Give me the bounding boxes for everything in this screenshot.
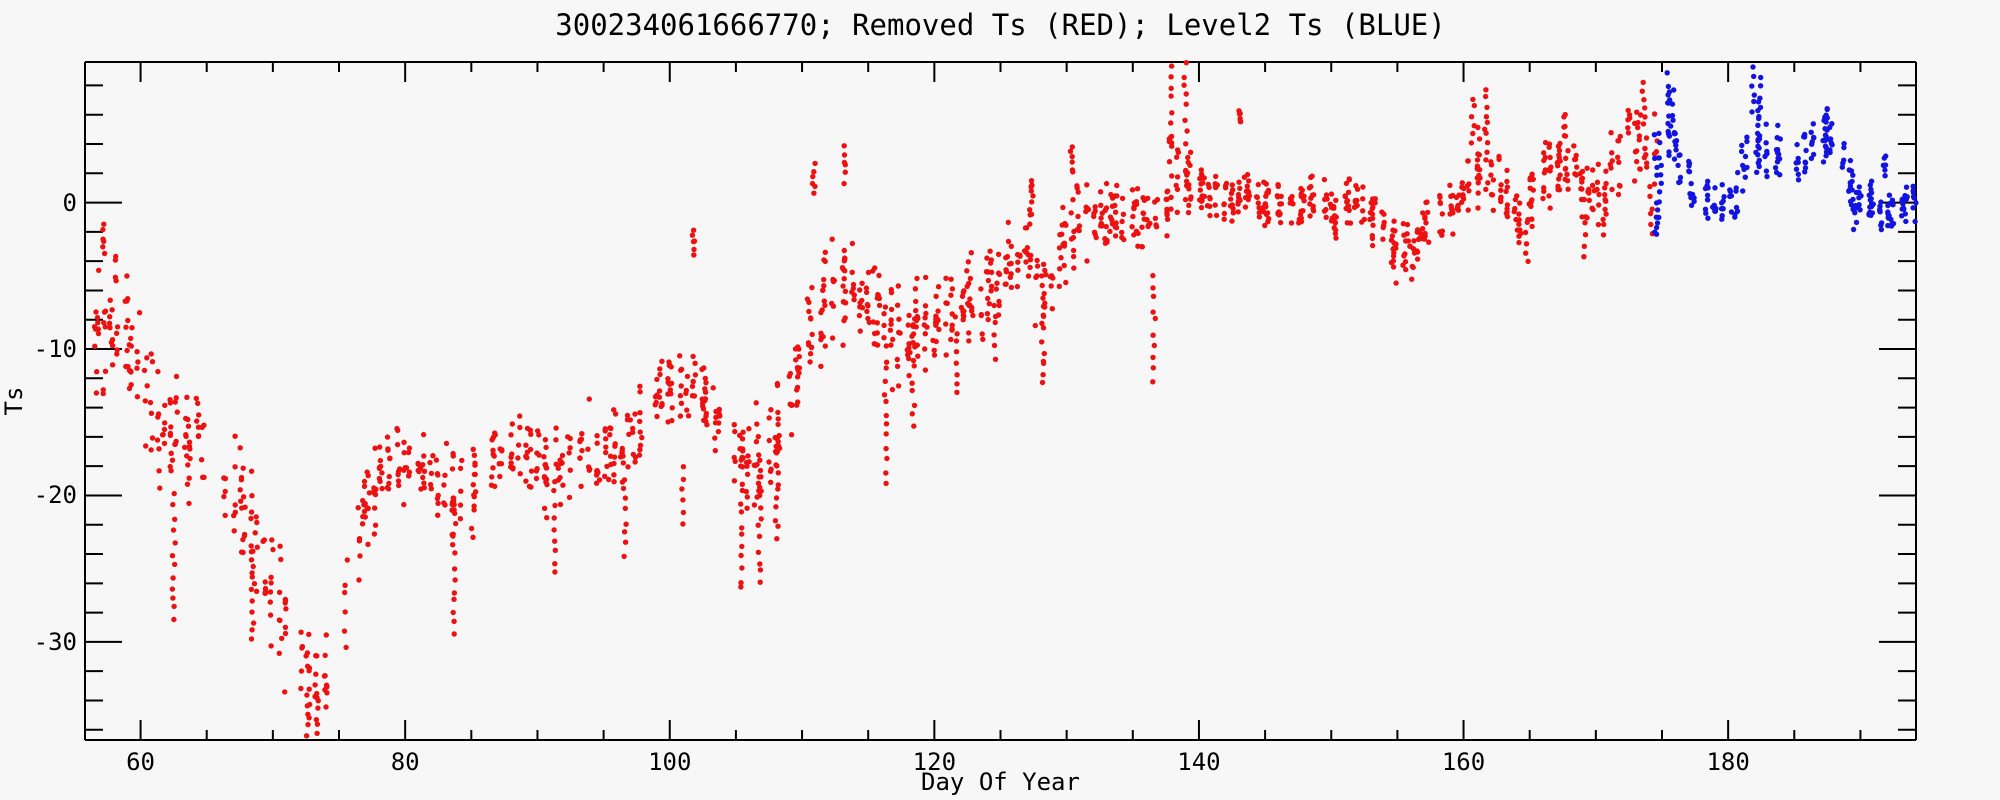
y-tick-label: -30 <box>33 627 77 656</box>
x-tick-label: 180 <box>1706 748 1750 776</box>
y-tick-label: -10 <box>33 335 77 363</box>
x-tick-label: 80 <box>390 748 420 776</box>
red-series-points <box>91 60 1660 739</box>
y-axis-label: Ts <box>0 386 28 416</box>
blue-series-points <box>1651 64 1919 237</box>
x-tick-label: 140 <box>1177 748 1221 776</box>
axes <box>84 61 1917 741</box>
chart-title: 300234061666770; Removed Ts (RED); Level… <box>555 8 1446 42</box>
x-tick-label: 100 <box>648 748 692 776</box>
x-tick-label: 60 <box>126 748 156 776</box>
y-tick-label: -20 <box>33 481 77 510</box>
x-tick-label: 160 <box>1441 748 1486 776</box>
x-axis-label: Day Of Year <box>921 768 1080 796</box>
y-tick-label: 0 <box>62 188 77 217</box>
x-tick-label: 120 <box>912 748 957 776</box>
